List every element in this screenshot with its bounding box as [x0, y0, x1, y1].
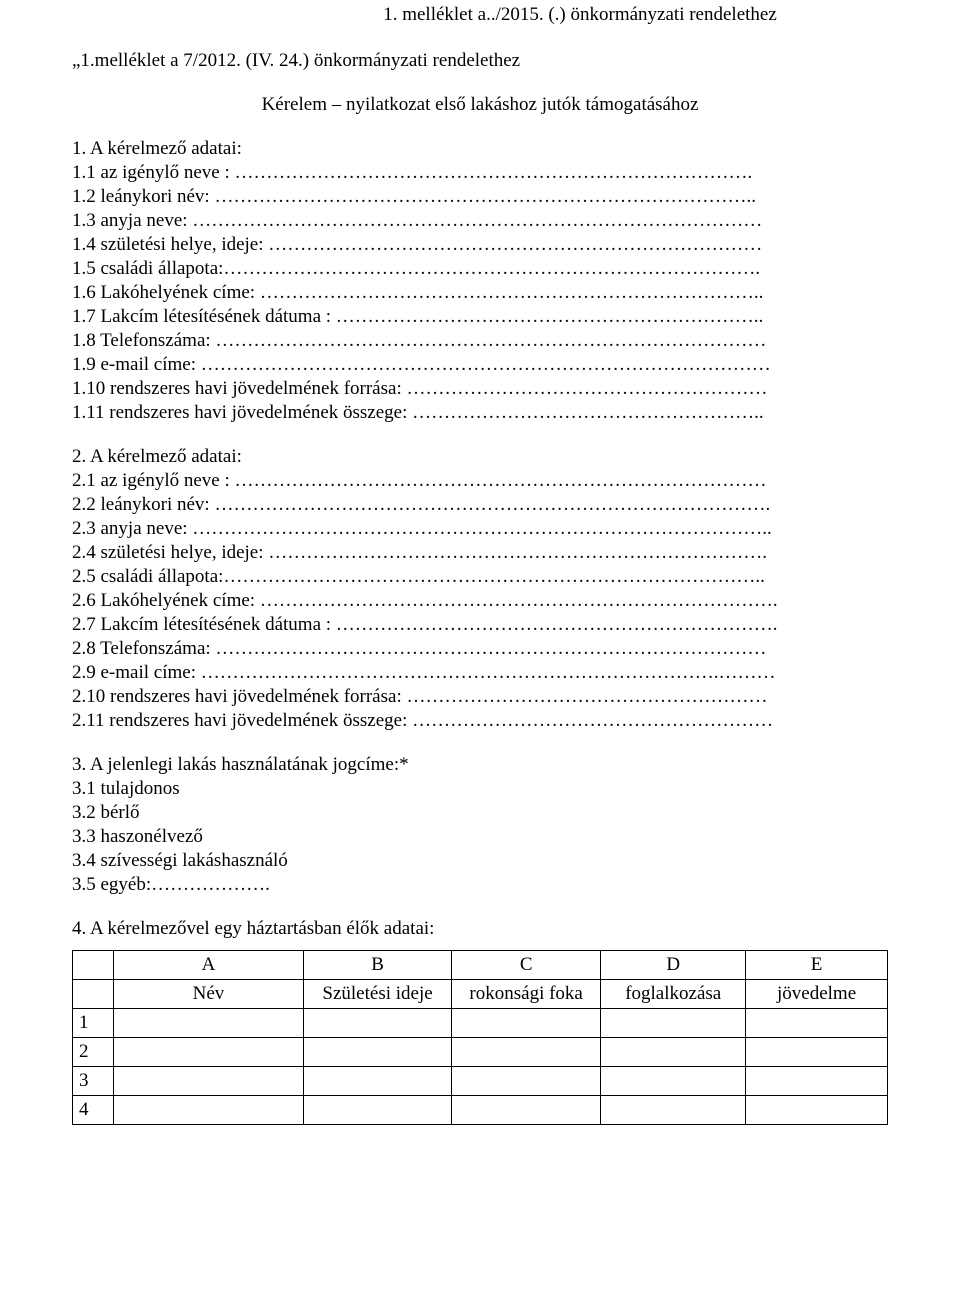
table-corner-cell	[73, 951, 114, 980]
cell	[304, 1096, 452, 1125]
s1-field-birth: 1.4 születési helye, ideje: …………………………………	[72, 234, 888, 256]
col-e-letter: E	[746, 951, 888, 980]
s3-option-owner: 3.1 tulajdonos	[72, 778, 888, 800]
s2-field-maiden: 2.2 leánykori név: …………………………………………………………	[72, 494, 888, 516]
cell	[304, 1038, 452, 1067]
s3-option-usufruct: 3.3 haszonélvező	[72, 826, 888, 848]
cell	[746, 1009, 888, 1038]
cell	[113, 1038, 303, 1067]
table-row: 2	[73, 1038, 888, 1067]
s2-field-birth: 2.4 születési helye, ideje: …………………………………	[72, 542, 888, 564]
table-row: 4	[73, 1096, 888, 1125]
table-row: 3	[73, 1067, 888, 1096]
cell	[113, 1096, 303, 1125]
s1-field-name: 1.1 az igénylő neve : …………………………………………………	[72, 162, 888, 184]
s1-field-email: 1.9 e-mail címe: ………………………………………………………………	[72, 354, 888, 376]
s2-field-address-date: 2.7 Lakcím létesítésének dátuma : …………………	[72, 614, 888, 636]
col-b-letter: B	[304, 951, 452, 980]
cell	[113, 1067, 303, 1096]
cell	[601, 1067, 746, 1096]
section4-title: 4. A kérelmezővel egy háztartásban élők …	[72, 918, 888, 940]
col-b-name: Születési ideje	[304, 980, 452, 1009]
col-a-name: Név	[113, 980, 303, 1009]
cell	[601, 1038, 746, 1067]
s2-field-name: 2.1 az igénylő neve : …………………………………………………	[72, 470, 888, 492]
col-c-name: rokonsági foka	[452, 980, 601, 1009]
col-e-name: jövedelme	[746, 980, 888, 1009]
row-number: 2	[73, 1038, 114, 1067]
section3-title: 3. A jelenlegi lakás használatának jogcí…	[72, 754, 888, 776]
table-header-letters: A B C D E	[73, 951, 888, 980]
form-title: Kérelem – nyilatkozat első lakáshoz jutó…	[72, 94, 888, 116]
cell	[746, 1038, 888, 1067]
household-table: A B C D E Név Születési ideje rokonsági …	[72, 950, 888, 1125]
annex-title-quote: „1.melléklet a 7/2012. (IV. 24.) önkormá…	[72, 50, 888, 72]
s2-field-phone: 2.8 Telefonszáma: ……………………………………………………………	[72, 638, 888, 660]
s2-field-marital: 2.5 családi állapota:……………………………………………………	[72, 566, 888, 588]
cell	[452, 1067, 601, 1096]
table-row: 1	[73, 1009, 888, 1038]
section2-title: 2. A kérelmező adatai:	[72, 446, 888, 468]
s2-field-income-amount: 2.11 rendszeres havi jövedelmének összeg…	[72, 710, 888, 732]
cell	[304, 1009, 452, 1038]
col-d-letter: D	[601, 951, 746, 980]
cell	[601, 1096, 746, 1125]
s1-field-residence: 1.6 Lakóhelyének címe: ………………………………………………	[72, 282, 888, 304]
annex-title-top: 1. melléklet a../2015. (.) önkormányzati…	[72, 4, 888, 26]
cell	[113, 1009, 303, 1038]
s1-field-income-amount: 1.11 rendszeres havi jövedelmének összeg…	[72, 402, 888, 424]
s1-field-address-date: 1.7 Lakcím létesítésének dátuma : …………………	[72, 306, 888, 328]
s3-option-courtesy: 3.4 szívességi lakáshasználó	[72, 850, 888, 872]
col-a-letter: A	[113, 951, 303, 980]
table-header-names: Név Születési ideje rokonsági foka fogla…	[73, 980, 888, 1009]
cell	[452, 1009, 601, 1038]
s1-field-mother: 1.3 anyja neve: …………………………………………………………………	[72, 210, 888, 232]
s1-field-phone: 1.8 Telefonszáma: ……………………………………………………………	[72, 330, 888, 352]
col-c-letter: C	[452, 951, 601, 980]
s2-field-email: 2.9 e-mail címe: ………………………………………………………………	[72, 662, 888, 684]
s1-field-marital: 1.5 családi állapota:……………………………………………………	[72, 258, 888, 280]
s3-option-other: 3.5 egyéb:……………….	[72, 874, 888, 896]
cell	[452, 1038, 601, 1067]
s1-field-income-source: 1.10 rendszeres havi jövedelmének forrás…	[72, 378, 888, 400]
s3-option-tenant: 3.2 bérlő	[72, 802, 888, 824]
col-d-name: foglalkozása	[601, 980, 746, 1009]
row-number: 4	[73, 1096, 114, 1125]
row-number: 3	[73, 1067, 114, 1096]
table-corner-cell-2	[73, 980, 114, 1009]
cell	[601, 1009, 746, 1038]
s1-field-maiden: 1.2 leánykori név: …………………………………………………………	[72, 186, 888, 208]
cell	[304, 1067, 452, 1096]
s2-field-residence: 2.6 Lakóhelyének címe: ………………………………………………	[72, 590, 888, 612]
section1-title: 1. A kérelmező adatai:	[72, 138, 888, 160]
s2-field-mother: 2.3 anyja neve: …………………………………………………………………	[72, 518, 888, 540]
cell	[746, 1096, 888, 1125]
s2-field-income-source: 2.10 rendszeres havi jövedelmének forrás…	[72, 686, 888, 708]
cell	[746, 1067, 888, 1096]
cell	[452, 1096, 601, 1125]
row-number: 1	[73, 1009, 114, 1038]
